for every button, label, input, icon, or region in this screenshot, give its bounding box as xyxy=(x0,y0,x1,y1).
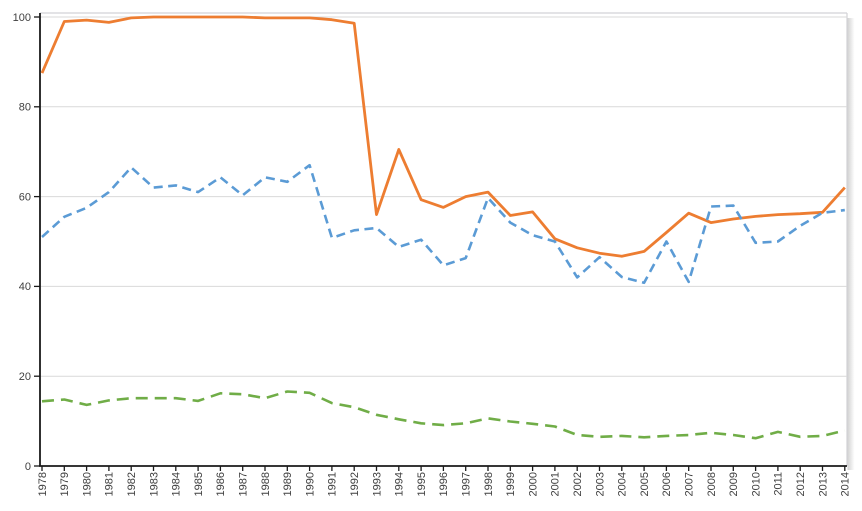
y-tick-label: 20 xyxy=(19,371,31,383)
x-tick-label: 2010 xyxy=(750,472,762,496)
series-line-green-dashed xyxy=(41,390,846,440)
x-tick-label: 1989 xyxy=(282,472,294,496)
x-tick-label: 2006 xyxy=(661,472,673,496)
x-tick-label: 1985 xyxy=(193,472,205,496)
y-tick-label: 60 xyxy=(19,191,31,203)
x-tick-label: 2014 xyxy=(840,472,852,496)
x-tick-label: 1997 xyxy=(460,472,472,496)
y-tick-label: 80 xyxy=(19,102,31,114)
x-tick-label: 2008 xyxy=(706,472,718,496)
y-tick-label: 40 xyxy=(19,281,31,293)
x-tick-label: 2007 xyxy=(683,472,695,496)
x-tick-label: 1998 xyxy=(483,472,495,496)
x-tick-label: 1993 xyxy=(371,472,383,496)
y-tick-label: 100 xyxy=(13,12,31,24)
x-tick-label: 1981 xyxy=(104,472,116,496)
x-tick-label: 2013 xyxy=(817,472,829,496)
x-tick-label: 2004 xyxy=(617,472,629,496)
x-tick-label: 1991 xyxy=(327,472,339,496)
x-tick-label: 1995 xyxy=(416,472,428,496)
x-tick-label: 2005 xyxy=(639,472,651,496)
x-tick-label: 1999 xyxy=(505,472,517,496)
x-tick-label: 1990 xyxy=(304,472,316,496)
chart-shadow xyxy=(847,18,855,470)
series-line-blue-dashed xyxy=(41,163,845,285)
x-tick-label: 1992 xyxy=(349,472,361,496)
x-tick-label: 2000 xyxy=(527,472,539,496)
x-tick-label: 2009 xyxy=(728,472,740,496)
x-tick-label: 1982 xyxy=(126,472,138,496)
x-tick-label: 1980 xyxy=(81,472,93,496)
x-tick-label: 1983 xyxy=(148,472,160,496)
x-tick-label: 2011 xyxy=(773,472,785,496)
series-line-orange-solid xyxy=(40,15,846,258)
y-tick-label: 0 xyxy=(25,461,31,473)
x-tick-label: 2002 xyxy=(572,472,584,496)
x-tick-label: 1978 xyxy=(37,472,49,496)
x-tick-label: 1987 xyxy=(237,472,249,496)
x-tick-label: 2003 xyxy=(594,472,606,496)
x-tick-label: 2012 xyxy=(795,472,807,496)
x-tick-label: 1986 xyxy=(215,472,227,496)
x-tick-label: 1996 xyxy=(438,472,450,496)
x-tick-label: 1994 xyxy=(394,472,406,496)
x-tick-label: 1984 xyxy=(171,472,183,496)
x-tick-label: 1979 xyxy=(59,472,71,496)
x-tick-label: 1988 xyxy=(260,472,272,496)
x-tick-label: 2001 xyxy=(550,472,562,496)
